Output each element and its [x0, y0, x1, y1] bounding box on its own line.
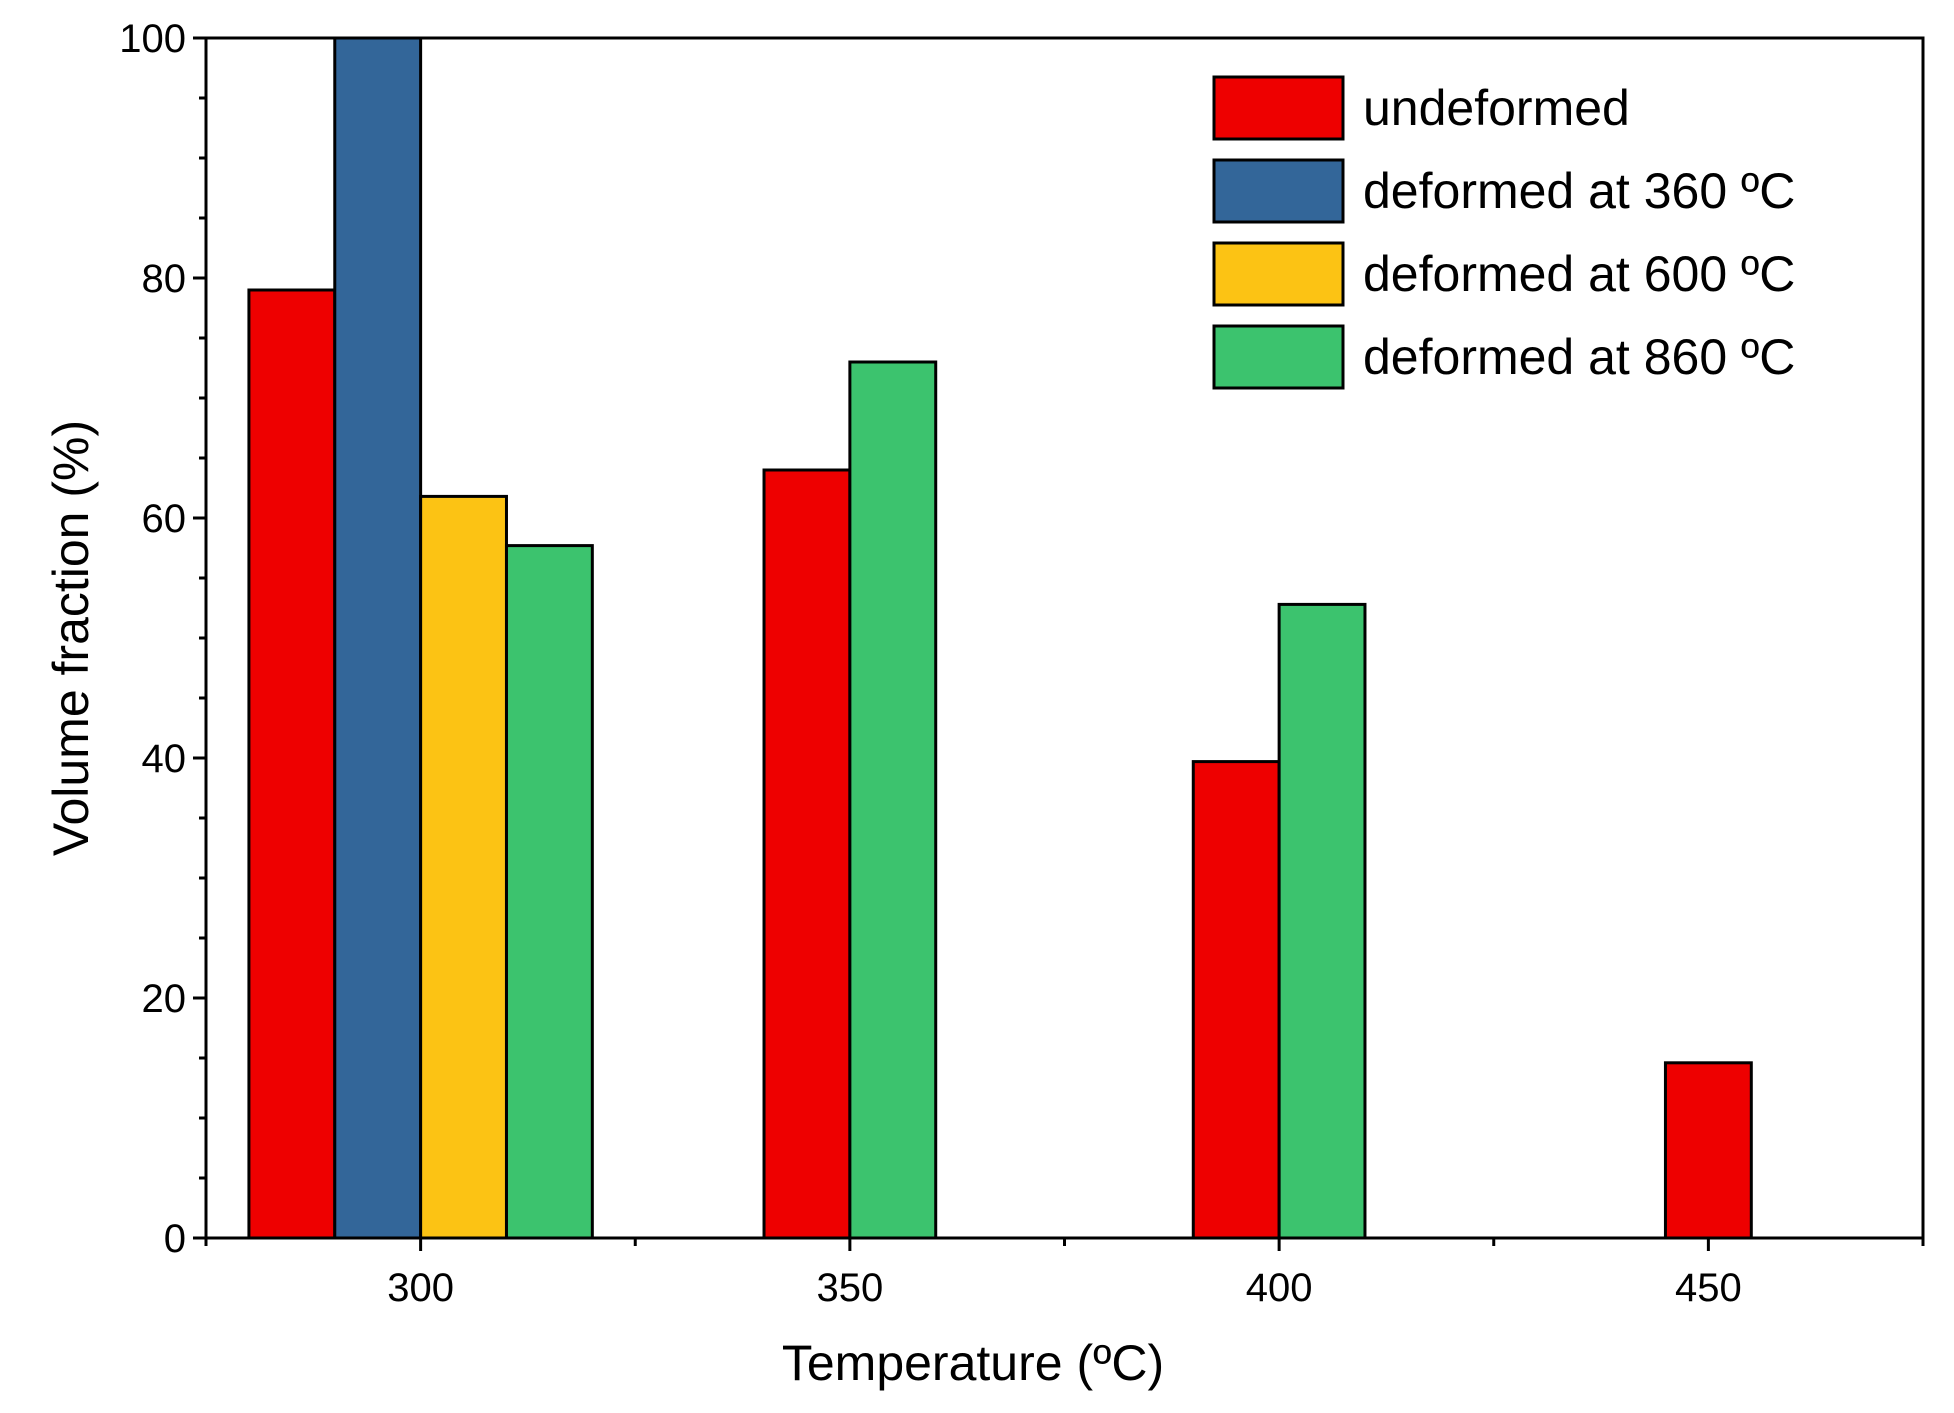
legend-label-0: undeformed	[1363, 80, 1630, 136]
x-tick-label: 350	[817, 1266, 884, 1310]
y-tick-label: 80	[142, 257, 187, 301]
legend-swatch-3	[1212, 324, 1345, 390]
bar-undeformed-395	[1191, 760, 1281, 1240]
legend-swatch-2	[1212, 241, 1345, 307]
bar-deformed-at-360-c-295	[333, 36, 423, 1240]
legend-label-2: deformed at 600 ºC	[1363, 246, 1795, 302]
y-tick-label: 60	[142, 497, 187, 541]
bars-group	[247, 36, 1753, 1240]
bar-undeformed-285	[247, 288, 337, 1240]
x-tick-label: 400	[1246, 1266, 1313, 1310]
bar-deformed-at-860-c-405	[1277, 602, 1367, 1240]
legend-swatch-1	[1212, 158, 1345, 224]
legend-label-1: deformed at 360 ºC	[1363, 163, 1795, 219]
x-tick-label: 450	[1675, 1266, 1742, 1310]
legend-label-3: deformed at 860 ºC	[1363, 329, 1795, 385]
y-axis-title: Volume fraction (%)	[43, 420, 99, 856]
bar-deformed-at-860-c-315	[504, 544, 594, 1240]
legend-swatch-0	[1212, 75, 1345, 141]
y-tick-label: 40	[142, 737, 187, 781]
x-tick-label: 300	[387, 1266, 454, 1310]
x-axis-title: Temperature (ºC)	[782, 1335, 1164, 1391]
legend: undeformed deformed at 360 ºC deformed at …	[1212, 75, 1795, 390]
y-tick-label: 0	[164, 1217, 186, 1261]
x-axis: 300 350 400 450	[204, 1238, 1925, 1310]
y-axis: 0 20 40 60 80 100	[119, 17, 206, 1261]
bar-deformed-at-600-c-305	[419, 494, 508, 1240]
bar-deformed-at-860-c-355	[848, 360, 938, 1240]
y-tick-label: 20	[142, 977, 187, 1021]
bar-undeformed-345	[762, 468, 852, 1240]
bar-undeformed-450	[1663, 1061, 1753, 1240]
y-tick-label: 100	[119, 17, 186, 61]
